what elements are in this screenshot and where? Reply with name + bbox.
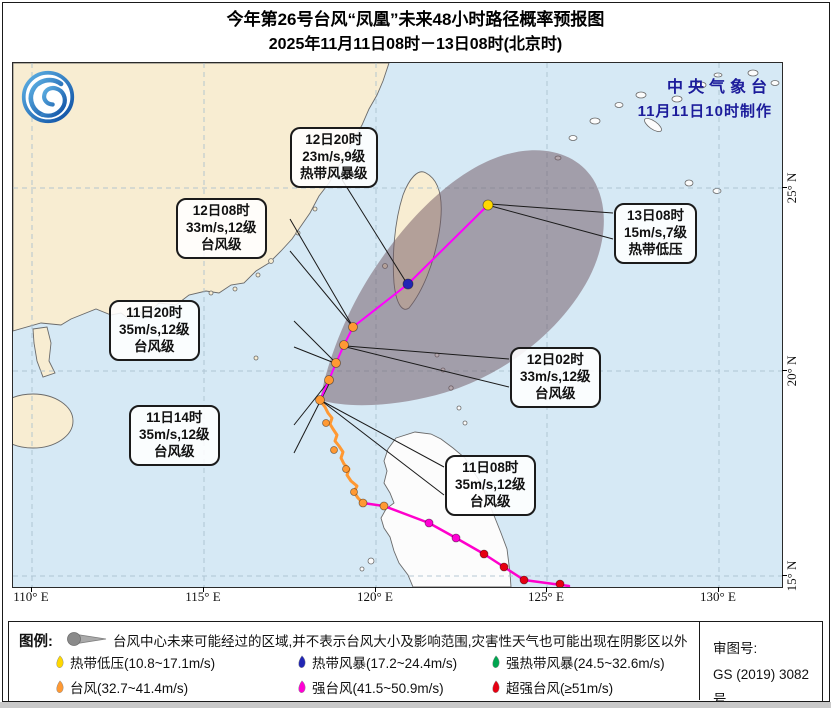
- sts-dot-icon: [492, 655, 500, 668]
- credit-block: 中央气象台 11月11日10时制作: [638, 73, 772, 121]
- cone-note: 台风中心未来可能经过的区域,并不表示台风大小及影响范围,灾害性天气也可能出现在阴…: [113, 634, 688, 649]
- title-block: 今年第26号台风“凤凰”未来48小时路径概率预报图 2025年11月11日08时…: [0, 8, 831, 56]
- tick: [31, 587, 32, 592]
- label-wind: 35m/s,12级: [455, 476, 526, 492]
- label-level: 台风级: [535, 385, 576, 401]
- legend-item-super-ty: 超强台风(≥51m/s): [491, 677, 613, 697]
- leizhou-peninsula: [32, 326, 56, 378]
- approval-block: 审图号: GS (2019) 3082号: [713, 636, 822, 708]
- td-dot-icon: [56, 655, 64, 668]
- legend-label: 强热带风暴(24.5~32.6m/s): [506, 656, 665, 671]
- label-wind: 33m/s,12级: [520, 368, 591, 384]
- legend-divider: [699, 622, 700, 700]
- label-time: 13日08时: [627, 208, 685, 223]
- label-time: 11日20时: [126, 305, 183, 320]
- label-time: 12日02时: [526, 352, 584, 367]
- lon-label-115e: 115° E: [185, 589, 221, 604]
- super-ty-dot-icon: [492, 680, 500, 693]
- label-time: 11日08时: [462, 460, 519, 475]
- label-time: 12日20时: [305, 132, 363, 147]
- tick: [782, 187, 787, 188]
- legend-label: 超强台风(≥51m/s): [506, 681, 614, 696]
- tick: [782, 575, 787, 576]
- lon-label-130e: 130° E: [700, 589, 736, 604]
- legend-item-ts: 热带风暴(17.2~24.4m/s): [297, 652, 457, 672]
- lat-label-25n: 25° N: [784, 172, 799, 204]
- legend-label: 热带低压(10.8~17.1m/s): [70, 656, 216, 671]
- label-wind: 35m/s,12级: [139, 426, 210, 442]
- legend-label: 台风(32.7~41.4m/s): [70, 681, 189, 696]
- tick: [782, 370, 787, 371]
- legend-item-td: 热带低压(10.8~17.1m/s): [55, 652, 215, 672]
- label-time: 11日14时: [146, 410, 203, 425]
- bottom-gray-strip: [0, 702, 831, 708]
- page-subtitle: 2025年11月11日08时－13日08时(北京时): [268, 35, 563, 53]
- legend-panel: 图例: 台风中心未来可能经过的区域,并不表示台风大小及影响范围,灾害性天气也可能…: [8, 621, 823, 707]
- label-time: 12日08时: [192, 203, 250, 218]
- label-level: 台风级: [201, 236, 242, 252]
- tick: [718, 587, 719, 592]
- label-level: 热带风暴级: [300, 165, 368, 181]
- label-12d08h: 12日08时 33m/s,12级 台风级: [176, 198, 267, 259]
- legend-item-sty: 强台风(41.5~50.9m/s): [297, 677, 444, 697]
- lon-label-120e: 120° E: [357, 589, 393, 604]
- label-12d02h: 12日02时 33m/s,12级 台风级: [510, 347, 601, 408]
- legend-label: 强台风(41.5~50.9m/s): [312, 681, 444, 696]
- tick: [375, 587, 376, 592]
- lon-label-110e: 110° E: [13, 589, 49, 604]
- ty-dot-icon: [56, 680, 64, 693]
- tick: [546, 587, 547, 592]
- label-11d20h: 11日20时 35m/s,12级 台风级: [109, 300, 200, 361]
- label-11d14h: 11日14时 35m/s,12级 台风级: [129, 405, 220, 466]
- label-level: 热带低压: [628, 241, 683, 257]
- label-11d08h: 11日08时 35m/s,12级 台风级: [445, 455, 536, 516]
- typhoon-track-layer: [289, 177, 614, 587]
- label-wind: 35m/s,12级: [119, 321, 190, 337]
- tick: [203, 587, 204, 592]
- page-title: 今年第26号台风“凤凰”未来48小时路径概率预报图: [226, 10, 605, 29]
- credit-issue-time: 11月11日10时制作: [637, 103, 772, 120]
- label-level: 台风级: [134, 338, 175, 354]
- legend-title: 图例:: [19, 634, 53, 650]
- cma-logo-icon: [21, 70, 75, 124]
- label-level: 台风级: [154, 443, 195, 459]
- legend-item-ty: 台风(32.7~41.4m/s): [55, 677, 188, 697]
- probability-cone: [320, 150, 604, 406]
- label-wind: 23m/s,9级: [302, 148, 366, 164]
- label-13d08h: 13日08时 15m/s,7级 热带低压: [614, 203, 698, 264]
- hainan-island: [13, 393, 74, 449]
- lat-label-20n: 20° N: [784, 355, 799, 387]
- map-panel[interactable]: 中央气象台 11月11日10时制作 11日20时 35m/s,12级 台风级 1…: [12, 62, 783, 588]
- approval-label: 审图号:: [713, 641, 758, 656]
- lat-label-15n: 15° N: [784, 560, 799, 592]
- credit-agency: 中央气象台: [666, 79, 772, 96]
- label-wind: 15m/s,7级: [624, 224, 688, 240]
- ts-dot-icon: [298, 655, 306, 668]
- legend-label: 热带风暴(17.2~24.4m/s): [312, 656, 458, 671]
- label-level: 台风级: [470, 493, 511, 509]
- lon-label-125e: 125° E: [528, 589, 564, 604]
- label-12d20h: 12日20时 23m/s,9级 热带风暴级: [290, 127, 378, 188]
- sty-dot-icon: [298, 680, 306, 693]
- legend-item-sts: 强热带风暴(24.5~32.6m/s): [491, 652, 665, 672]
- label-wind: 33m/s,12级: [186, 219, 257, 235]
- cone-legend-icon: [67, 632, 107, 646]
